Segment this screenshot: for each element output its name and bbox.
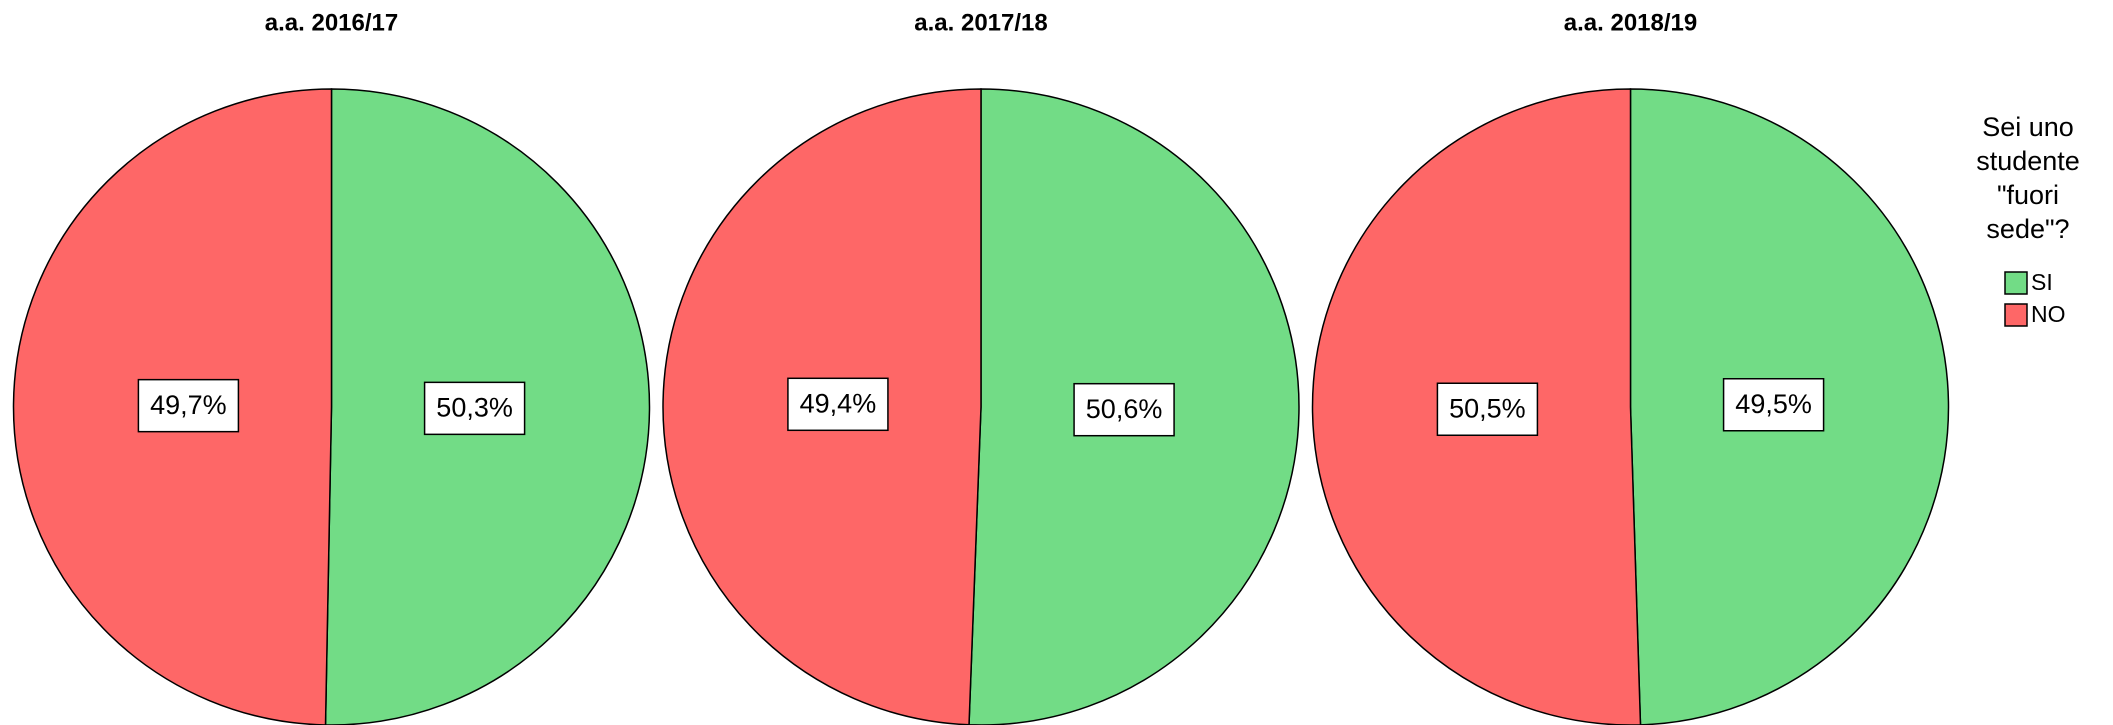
legend-swatch	[2004, 271, 2028, 295]
value-label: 50,5%	[1449, 393, 1526, 423]
legend-label: NO	[2031, 301, 2066, 327]
value-label: 50,6%	[1086, 394, 1163, 424]
label-box	[787, 377, 889, 432]
chart-title: a.a. 2016/17	[265, 9, 398, 36]
legend-label: SI	[2031, 269, 2053, 295]
label-box	[1436, 382, 1539, 436]
value-label: 49,7%	[150, 390, 227, 420]
chart-title: a.a. 2018/19	[1564, 9, 1697, 36]
legend-title: Sei uno studente "fuori sede"?	[1976, 112, 2080, 244]
chart-title: a.a. 2017/18	[914, 9, 1047, 36]
value-label: 50,3%	[436, 392, 513, 422]
value-label: 49,4%	[800, 388, 877, 418]
label-box	[423, 381, 526, 436]
label-box	[1073, 382, 1175, 437]
value-label: 49,5%	[1735, 389, 1812, 419]
label-box	[137, 378, 240, 433]
label-box	[1722, 378, 1825, 432]
legend-swatch	[2004, 303, 2028, 327]
